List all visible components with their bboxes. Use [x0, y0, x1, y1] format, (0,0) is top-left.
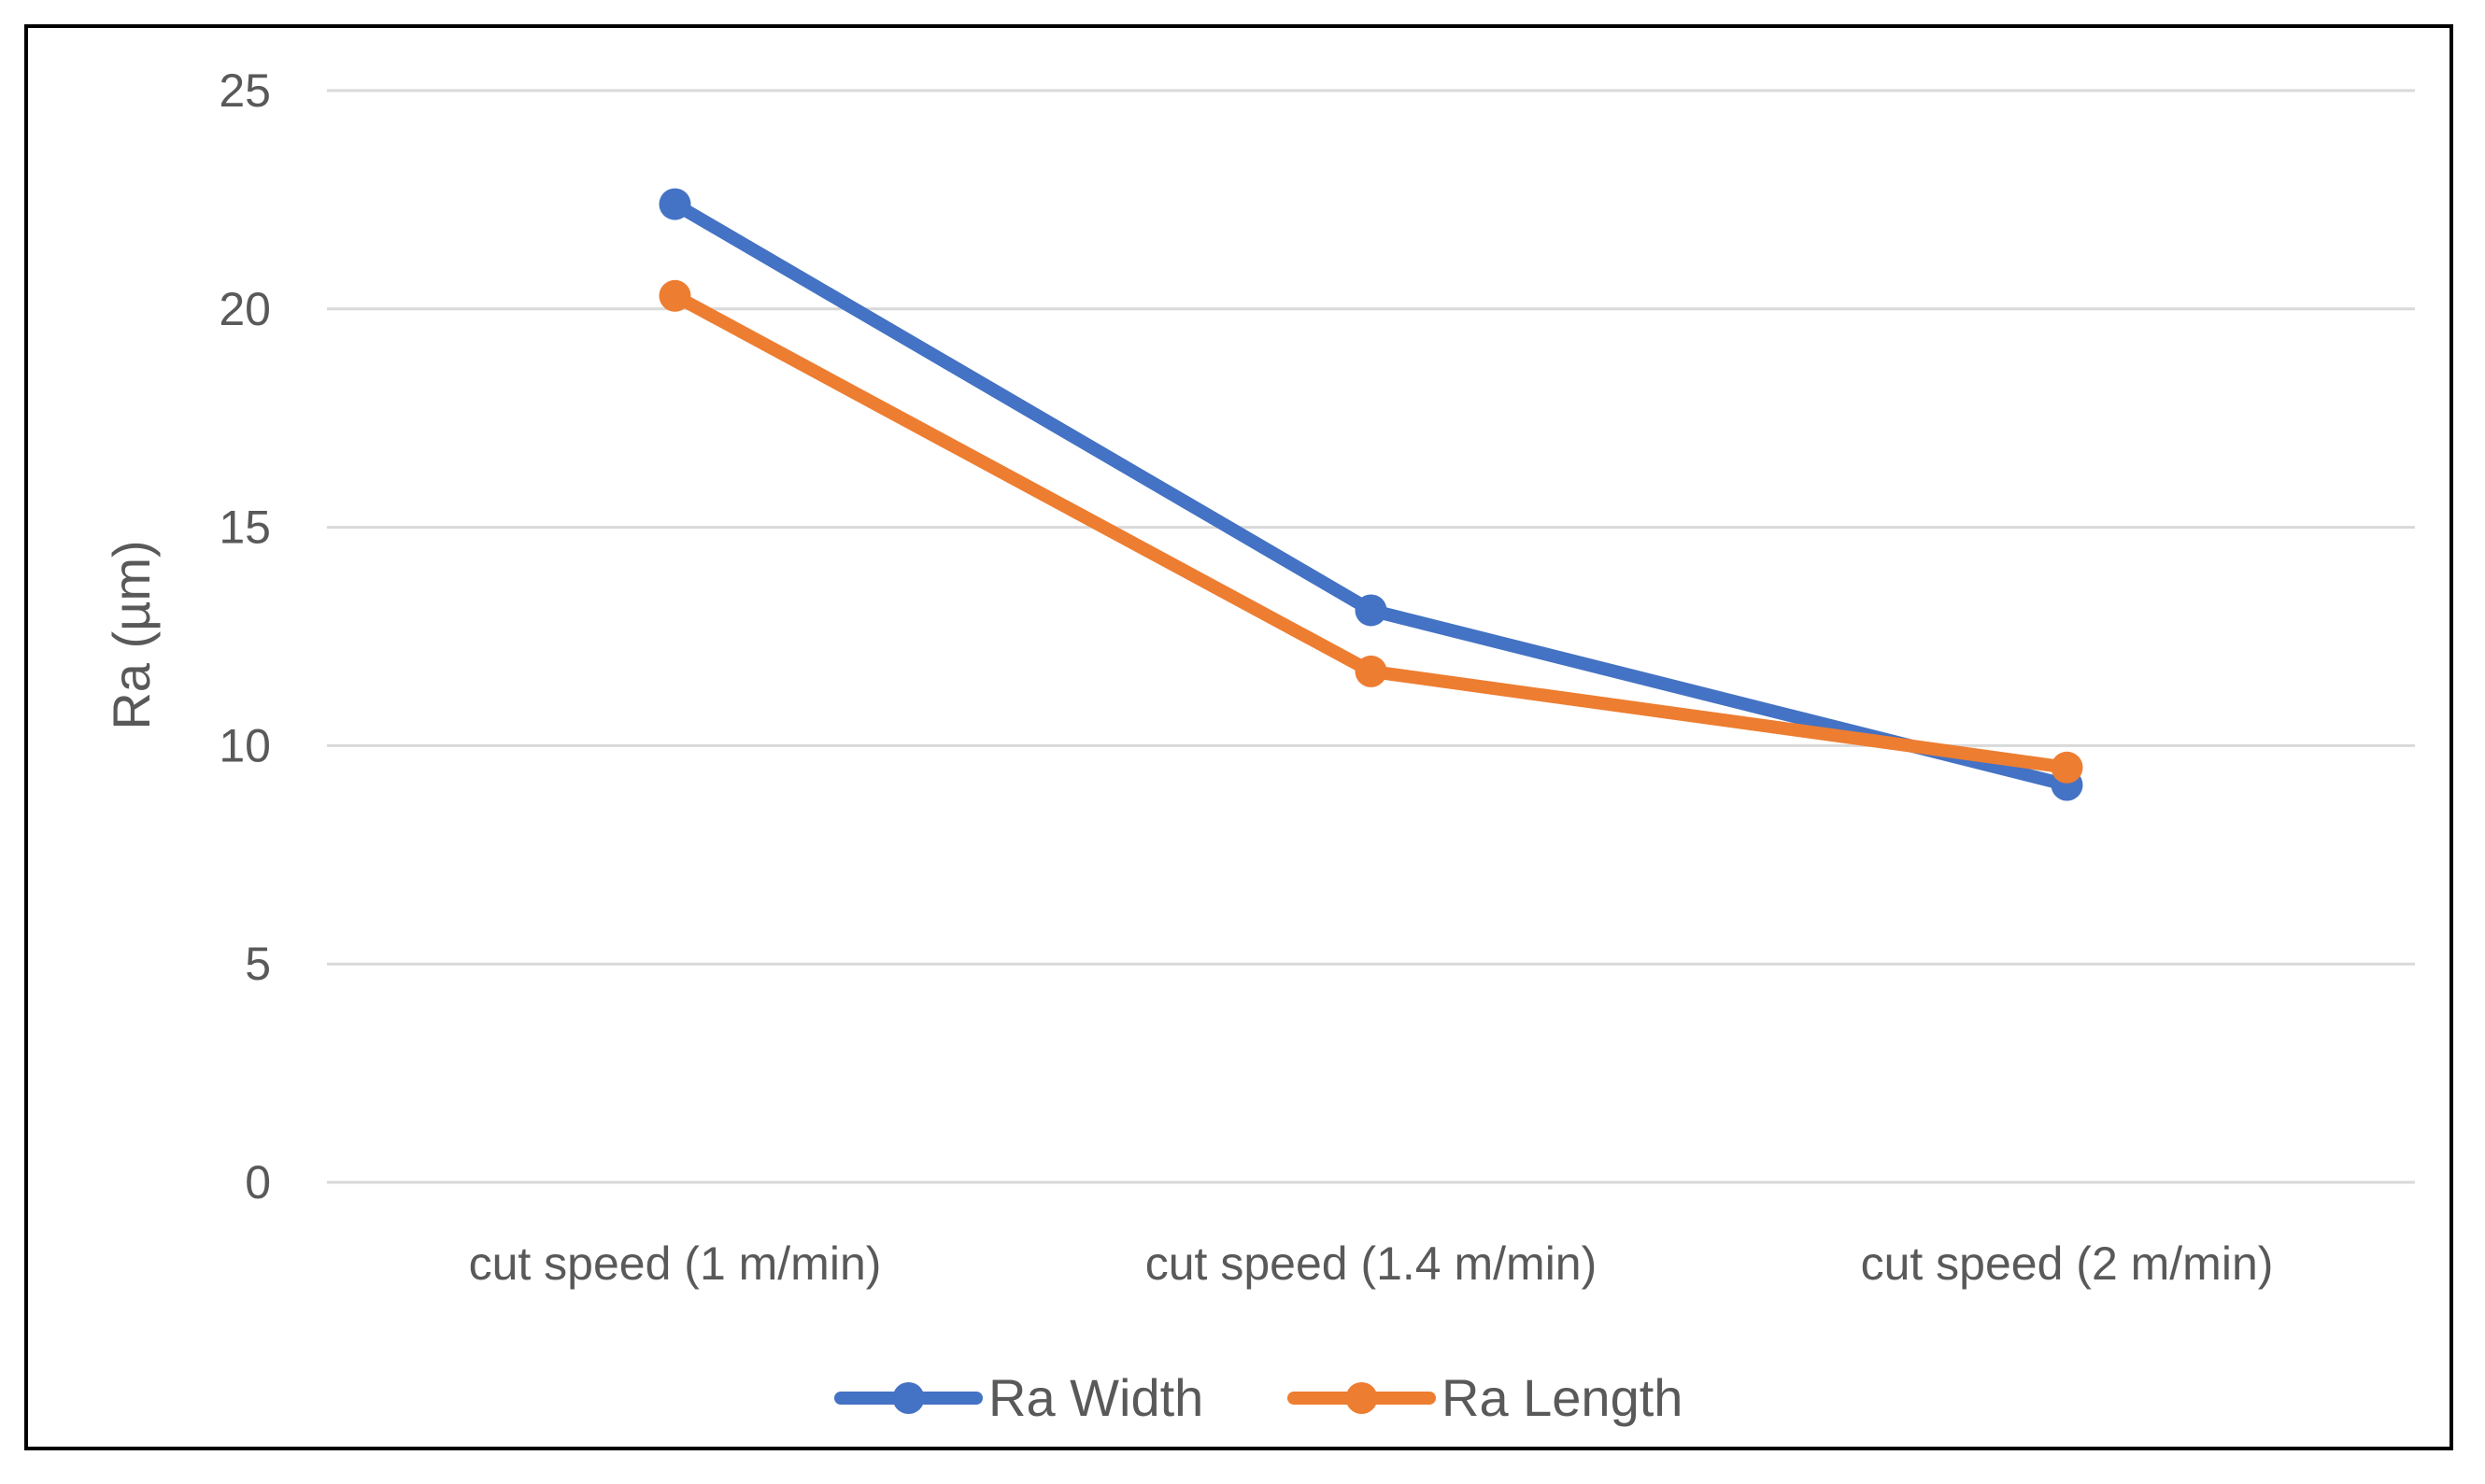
x-tick-label: cut speed (2 m/min) [1861, 1237, 2274, 1290]
y-tick-label: 10 [219, 719, 271, 771]
y-tick-label: 15 [219, 502, 271, 554]
series-ra-length [659, 279, 2083, 784]
data-point [659, 279, 691, 312]
legend-swatch-marker [892, 1382, 925, 1414]
gridlines [327, 89, 2415, 1184]
legend-item: Ra Length [1287, 1368, 1683, 1427]
legend-item: Ra Width [834, 1368, 1203, 1427]
series [659, 188, 2083, 801]
x-tick-label: cut speed (1 m/min) [469, 1237, 882, 1290]
series-ra-width [659, 188, 2083, 801]
legend-label: Ra Length [1441, 1368, 1683, 1427]
legend-swatch-marker [1345, 1382, 1378, 1414]
y-axis-title: Ra (µm) [102, 540, 161, 729]
y-tick-label: 5 [245, 938, 271, 990]
data-point [1355, 655, 1387, 687]
data-point [659, 188, 691, 220]
y-tick-label: 25 [219, 64, 271, 117]
series-line [668, 197, 2074, 792]
y-tick-label: 20 [219, 283, 271, 335]
legend: Ra Width Ra Length [834, 1368, 1683, 1427]
series-line [668, 289, 2074, 774]
x-tick-label: cut speed (1.4 m/min) [1145, 1237, 1598, 1290]
x-axis-ticks: cut speed (1 m/min) cut speed (1.4 m/min)… [469, 1237, 2274, 1290]
y-tick-label: 0 [245, 1156, 271, 1208]
data-point [2051, 751, 2083, 784]
chart-frame [24, 24, 2453, 1450]
legend-label: Ra Width [988, 1368, 1203, 1427]
y-axis-ticks: 0 5 10 15 20 25 [219, 64, 271, 1208]
data-point [1355, 594, 1387, 627]
